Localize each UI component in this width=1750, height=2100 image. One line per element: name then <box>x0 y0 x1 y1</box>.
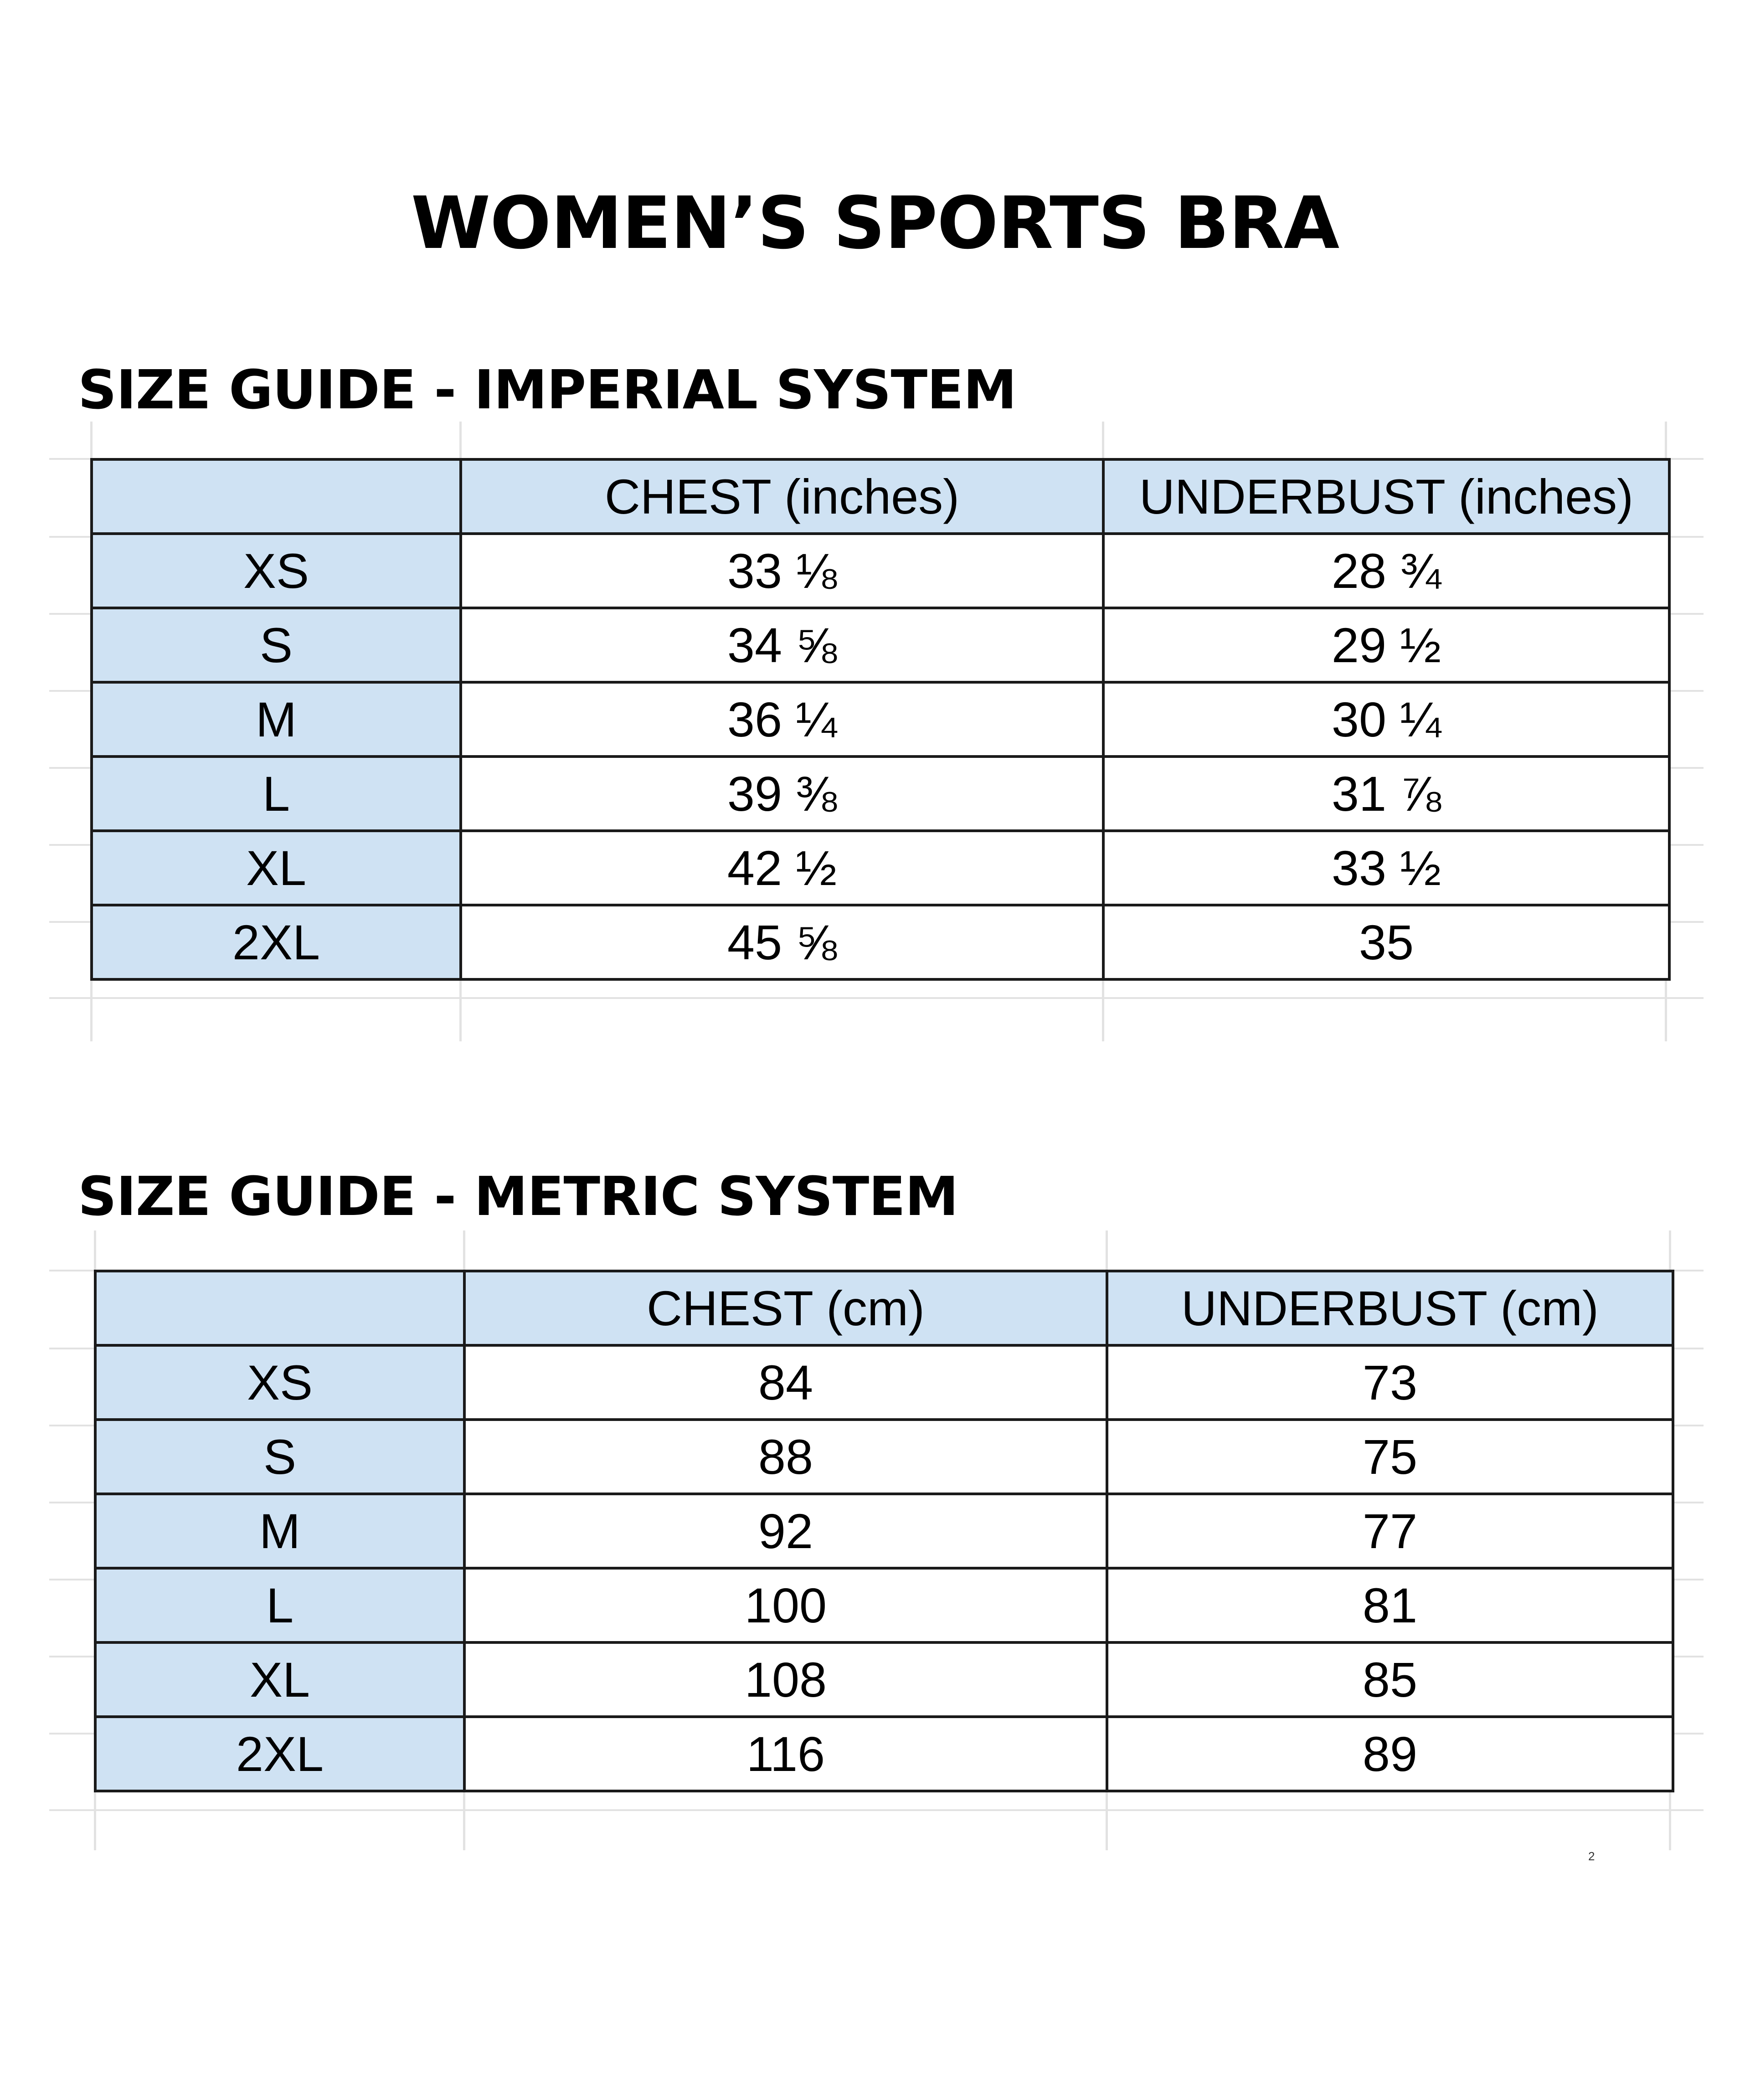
size-label: XL <box>94 1641 466 1718</box>
chest-value: 36 ¼ <box>459 681 1105 758</box>
table-row: M 92 77 <box>94 1493 1674 1570</box>
imperial-heading: SIZE GUIDE - IMPERIAL SYSTEM <box>78 358 1017 421</box>
table-row: XS 33 ⅛ 28 ¾ <box>90 532 1671 609</box>
table-row: XS 84 73 <box>94 1344 1674 1421</box>
underbust-value: 35 <box>1102 904 1671 981</box>
table-row: S 34 ⅝ 29 ½ <box>90 607 1671 684</box>
header-underbust: UNDERBUST (inches) <box>1102 458 1671 535</box>
chest-value: 88 <box>463 1418 1108 1495</box>
chest-value: 84 <box>463 1344 1108 1421</box>
size-label: XL <box>90 829 462 906</box>
underbust-value: 31 ⅞ <box>1102 755 1671 832</box>
table-header-row: CHEST (inches) UNDERBUST (inches) <box>90 458 1671 535</box>
size-label: M <box>90 681 462 758</box>
table-row: S 88 75 <box>94 1418 1674 1495</box>
chest-value: 34 ⅝ <box>459 607 1105 684</box>
underbust-value: 81 <box>1106 1567 1674 1644</box>
underbust-value: 73 <box>1106 1344 1674 1421</box>
table-row: M 36 ¼ 30 ¼ <box>90 681 1671 758</box>
chest-value: 116 <box>463 1715 1108 1792</box>
size-label: 2XL <box>90 904 462 981</box>
chest-value: 45 ⅝ <box>459 904 1105 981</box>
header-underbust: UNDERBUST (cm) <box>1106 1270 1674 1347</box>
underbust-value: 75 <box>1106 1418 1674 1495</box>
size-label: XS <box>94 1344 466 1421</box>
table-row: L 100 81 <box>94 1567 1674 1644</box>
underbust-value: 29 ½ <box>1102 607 1671 684</box>
table-row: XL 42 ½ 33 ½ <box>90 829 1671 906</box>
table-row: 2XL 45 ⅝ 35 <box>90 904 1671 981</box>
table-row: XL 108 85 <box>94 1641 1674 1718</box>
underbust-value: 30 ¼ <box>1102 681 1671 758</box>
chest-value: 108 <box>463 1641 1108 1718</box>
underbust-value: 33 ½ <box>1102 829 1671 906</box>
size-label: S <box>94 1418 466 1495</box>
table-header-row: CHEST (cm) UNDERBUST (cm) <box>94 1270 1674 1347</box>
metric-heading: SIZE GUIDE - METRIC SYSTEM <box>78 1165 958 1228</box>
chest-value: 92 <box>463 1493 1108 1570</box>
size-label: S <box>90 607 462 684</box>
imperial-size-table: CHEST (inches) UNDERBUST (inches) XS 33 … <box>90 458 1671 981</box>
chest-value: 100 <box>463 1567 1108 1644</box>
header-chest: CHEST (cm) <box>463 1270 1108 1347</box>
size-label: L <box>90 755 462 832</box>
metric-size-table: CHEST (cm) UNDERBUST (cm) XS 84 73 S 88 … <box>94 1270 1674 1792</box>
table-row: 2XL 116 89 <box>94 1715 1674 1792</box>
underbust-value: 77 <box>1106 1493 1674 1570</box>
size-label: 2XL <box>94 1715 466 1792</box>
size-label: M <box>94 1493 466 1570</box>
underbust-value: 28 ¾ <box>1102 532 1671 609</box>
size-label: L <box>94 1567 466 1644</box>
header-size <box>94 1270 466 1347</box>
page-title: WOMEN’S SPORTS BRA <box>411 181 1339 265</box>
underbust-value: 89 <box>1106 1715 1674 1792</box>
chest-value: 33 ⅛ <box>459 532 1105 609</box>
chest-value: 42 ½ <box>459 829 1105 906</box>
underbust-value: 85 <box>1106 1641 1674 1718</box>
header-size <box>90 458 462 535</box>
page-number: 2 <box>1588 1849 1595 1863</box>
chest-value: 39 ⅜ <box>459 755 1105 832</box>
header-chest: CHEST (inches) <box>459 458 1105 535</box>
table-row: L 39 ⅜ 31 ⅞ <box>90 755 1671 832</box>
size-label: XS <box>90 532 462 609</box>
